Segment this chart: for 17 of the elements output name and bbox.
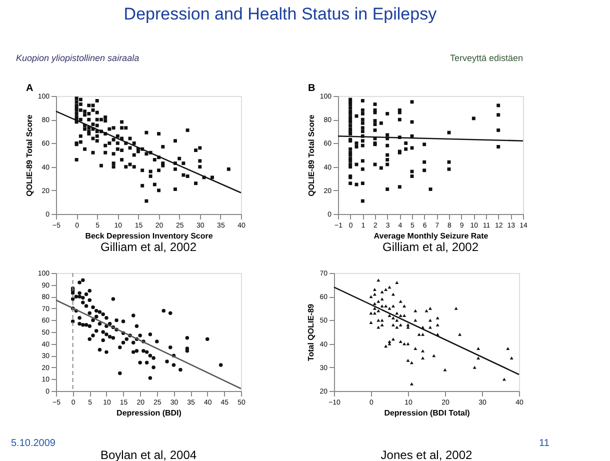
y-axis-title: QOLIE-89 Total Score	[24, 114, 34, 196]
text: A	[26, 83, 34, 94]
text: Jones et al, 2002	[380, 448, 473, 461]
text: Depression and Health Status in Epilepsy	[124, 4, 438, 24]
x-axis-title: Depression (BDI)	[116, 408, 182, 418]
y-axis-title: QOLIE-89 Total Score	[306, 114, 316, 196]
text: Kuopion yliopistollinen sairaala	[16, 53, 140, 63]
text: Terveyttä edistäen	[450, 53, 523, 63]
y-axis-title: Total QOLIE-89	[306, 303, 316, 362]
x-axis-title: Beck Depression Inventory Score	[85, 232, 214, 240]
text: 5.10.2009	[11, 438, 56, 449]
x-axis-title: Depression (BDI Total)	[384, 408, 470, 418]
text: B	[308, 83, 316, 94]
text: 11	[539, 438, 550, 449]
text: Gilliam et al, 2002	[382, 240, 479, 254]
x-axis-title: Average Monthly Seizure Rate	[374, 232, 489, 240]
text: Gilliam et al, 2002	[100, 240, 197, 254]
